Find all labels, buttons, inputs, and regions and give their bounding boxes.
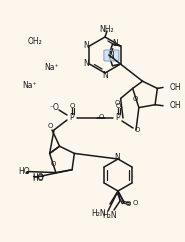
Text: Na⁺: Na⁺ — [45, 63, 59, 73]
Text: HO: HO — [32, 174, 44, 183]
Text: P: P — [116, 113, 120, 122]
Text: H₂N: H₂N — [91, 209, 106, 218]
Text: NH₂: NH₂ — [100, 24, 114, 33]
Text: O: O — [98, 114, 104, 120]
Text: O: O — [134, 127, 140, 133]
Text: O: O — [47, 123, 53, 129]
Text: N: N — [108, 51, 114, 60]
Text: OH: OH — [170, 83, 182, 92]
Text: O: O — [69, 103, 75, 109]
Text: OH₂: OH₂ — [28, 38, 42, 46]
Text: N: N — [102, 71, 108, 81]
Text: O: O — [51, 161, 56, 167]
Text: N: N — [113, 39, 118, 48]
Text: ⁻O: ⁻O — [49, 104, 59, 113]
Text: O: O — [115, 103, 121, 109]
Text: HO: HO — [18, 167, 30, 176]
Text: O: O — [125, 201, 131, 207]
Text: Na⁺: Na⁺ — [23, 82, 37, 91]
Text: P: P — [70, 113, 74, 122]
Text: N: N — [114, 153, 120, 162]
Text: N: N — [84, 60, 89, 68]
Text: O: O — [115, 100, 120, 106]
Text: HO: HO — [32, 173, 44, 182]
FancyBboxPatch shape — [104, 50, 119, 61]
Text: OH: OH — [170, 101, 182, 110]
Text: H₂N: H₂N — [103, 211, 117, 219]
Text: N: N — [84, 41, 89, 51]
Text: O: O — [132, 200, 138, 206]
Text: O: O — [133, 96, 138, 102]
